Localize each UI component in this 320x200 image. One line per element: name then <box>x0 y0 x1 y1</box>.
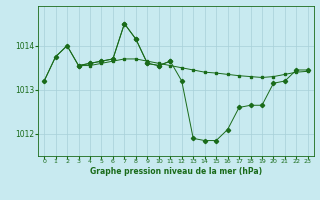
X-axis label: Graphe pression niveau de la mer (hPa): Graphe pression niveau de la mer (hPa) <box>90 167 262 176</box>
